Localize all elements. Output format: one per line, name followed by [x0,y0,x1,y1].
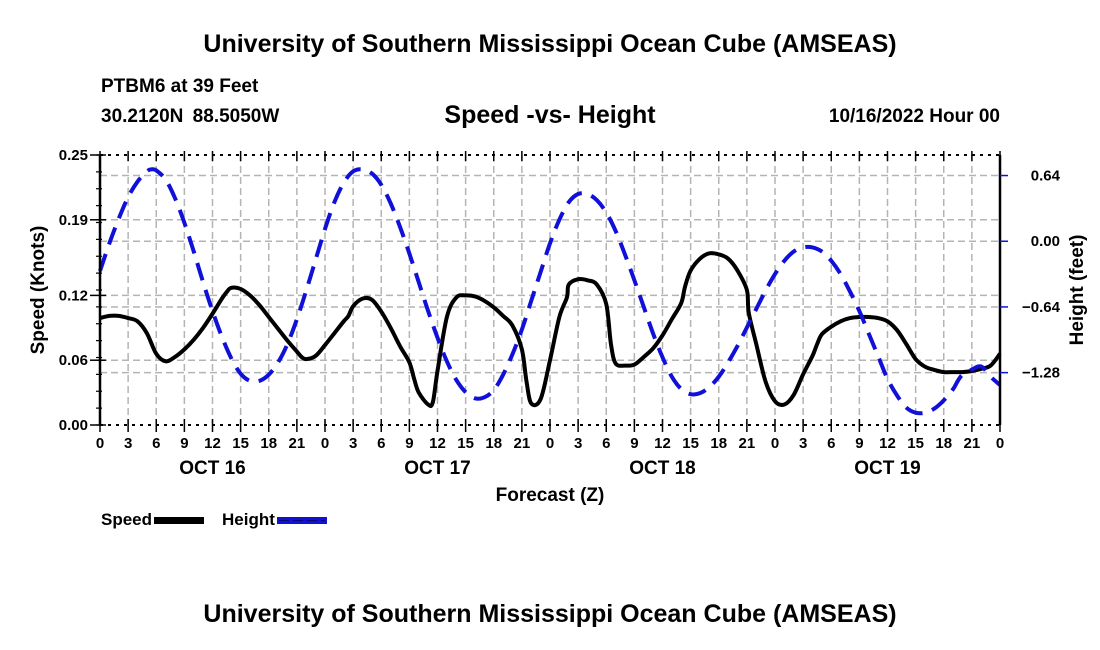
x-day-label: OCT 18 [629,458,696,479]
y2-axis-title: Height (feet) [1067,235,1088,346]
x-tick-label: 0 [771,435,779,452]
x-tick-label: 12 [204,435,221,452]
x-tick-label: 0 [546,435,554,452]
legend-item-height: Height [222,510,327,530]
y-axis-title: Speed (Knots) [28,226,49,355]
x-tick-label: 15 [682,435,699,452]
x-tick-label: 6 [602,435,610,452]
x-tick-label: 6 [827,435,835,452]
x-tick-label: 0 [321,435,329,452]
legend-label-speed: Speed [101,510,153,529]
x-axis-title: Forecast (Z) [496,485,605,506]
x-tick-label: 18 [260,435,277,452]
x-tick-label: 15 [457,435,474,452]
x-tick-label: 18 [485,435,502,452]
x-tick-label: 3 [124,435,132,452]
x-tick-label: 9 [630,435,638,452]
x-tick-label: 21 [289,435,306,452]
x-tick-label: 9 [405,435,413,452]
y-tick-label: 0.25 [59,147,88,164]
axes [90,151,1008,432]
x-tick-label: 12 [429,435,446,452]
x-tick-label: 18 [710,435,727,452]
x-tick-label: 6 [152,435,160,452]
main-title: University of Southern Mississippi Ocean… [203,30,897,58]
y-tick-label: 0.06 [59,352,88,369]
axis-labels: 0 3 6 9 12 15 18 21 0 3 6 9 12 15 18 21 0 3 6 9 12 15 18 21 0 3 6 9… [28,147,1088,506]
y2-tick-label: −1.28 [1022,365,1060,382]
footer-title: University of Southern Mississippi Ocean… [203,600,897,628]
x-tick-label: 21 [739,435,756,452]
y2-tick-label: −0.64 [1022,299,1061,316]
series-layer [98,167,1002,416]
station-label: PTBM6 at 39 Feet [101,76,259,97]
x-tick-label: 3 [349,435,357,452]
y-tick-label: 0.00 [59,417,88,434]
x-tick-label: 3 [574,435,582,452]
x-tick-label: 15 [907,435,924,452]
x-tick-label: 18 [935,435,952,452]
y2-tick-label: 0.64 [1031,168,1061,185]
x-tick-label: 15 [232,435,249,452]
grid [100,155,1000,425]
coordinates-label: 30.2120N 88.5050W [101,106,280,127]
x-day-label: OCT 17 [404,458,471,479]
chart-title: Speed -vs- Height [444,101,656,129]
x-day-label: OCT 19 [854,458,921,479]
forecast-datetime: 10/16/2022 Hour 00 [828,106,1000,127]
x-tick-label: 6 [377,435,385,452]
legend: Speed Height [101,510,345,530]
series-line-height [98,167,1002,416]
x-tick-label: 9 [180,435,188,452]
x-tick-label: 0 [996,435,1004,452]
x-tick-label: 3 [799,435,807,452]
series-line-speed [99,251,1002,409]
x-tick-label: 0 [96,435,104,452]
x-tick-label: 21 [514,435,531,452]
y-tick-label: 0.12 [59,287,88,304]
legend-label-height: Height [222,510,275,529]
x-tick-label: 12 [879,435,896,452]
x-tick-label: 9 [855,435,863,452]
legend-swatch-speed [154,516,205,524]
legend-swatch-height [276,516,327,524]
legend-item-speed: Speed [101,510,205,530]
x-tick-label: 21 [964,435,981,452]
x-day-label: OCT 16 [179,458,246,479]
x-tick-label: 12 [654,435,671,452]
y2-tick-label: 0.00 [1031,233,1060,250]
y-tick-label: 0.19 [59,212,88,229]
